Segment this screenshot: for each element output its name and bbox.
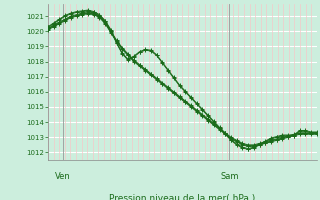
Text: Pression niveau de la mer( hPa ): Pression niveau de la mer( hPa ) [109,194,256,200]
Text: Sam: Sam [220,172,239,181]
Text: Ven: Ven [55,172,71,181]
